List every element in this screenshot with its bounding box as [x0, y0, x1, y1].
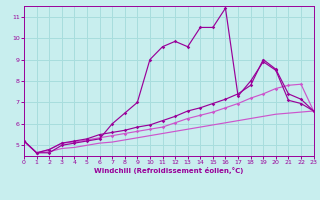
X-axis label: Windchill (Refroidissement éolien,°C): Windchill (Refroidissement éolien,°C) — [94, 167, 244, 174]
